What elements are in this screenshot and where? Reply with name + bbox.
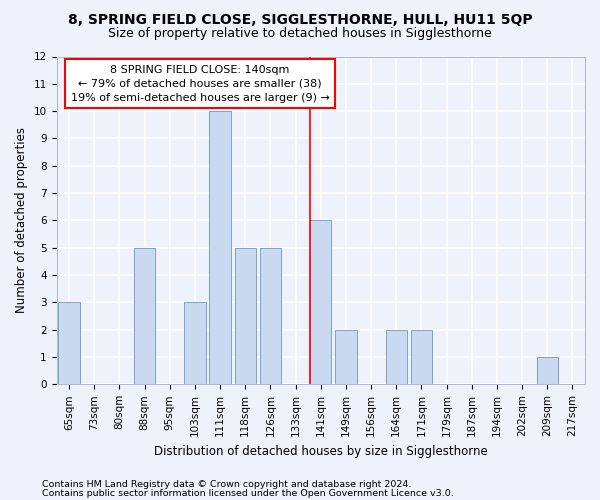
Bar xyxy=(335,330,356,384)
Text: Size of property relative to detached houses in Sigglesthorne: Size of property relative to detached ho… xyxy=(108,28,492,40)
Bar xyxy=(411,330,432,384)
Text: Contains HM Land Registry data © Crown copyright and database right 2024.: Contains HM Land Registry data © Crown c… xyxy=(42,480,412,489)
Y-axis label: Number of detached properties: Number of detached properties xyxy=(15,128,28,314)
Bar xyxy=(58,302,80,384)
Bar xyxy=(235,248,256,384)
Bar xyxy=(184,302,206,384)
X-axis label: Distribution of detached houses by size in Sigglesthorne: Distribution of detached houses by size … xyxy=(154,444,488,458)
Text: 8, SPRING FIELD CLOSE, SIGGLESTHORNE, HULL, HU11 5QP: 8, SPRING FIELD CLOSE, SIGGLESTHORNE, HU… xyxy=(68,12,532,26)
Bar xyxy=(209,111,231,384)
Bar xyxy=(260,248,281,384)
Bar xyxy=(536,357,558,384)
Text: Contains public sector information licensed under the Open Government Licence v3: Contains public sector information licen… xyxy=(42,488,454,498)
Bar xyxy=(386,330,407,384)
Text: 8 SPRING FIELD CLOSE: 140sqm
← 79% of detached houses are smaller (38)
19% of se: 8 SPRING FIELD CLOSE: 140sqm ← 79% of de… xyxy=(71,64,329,102)
Bar xyxy=(134,248,155,384)
Bar xyxy=(310,220,331,384)
